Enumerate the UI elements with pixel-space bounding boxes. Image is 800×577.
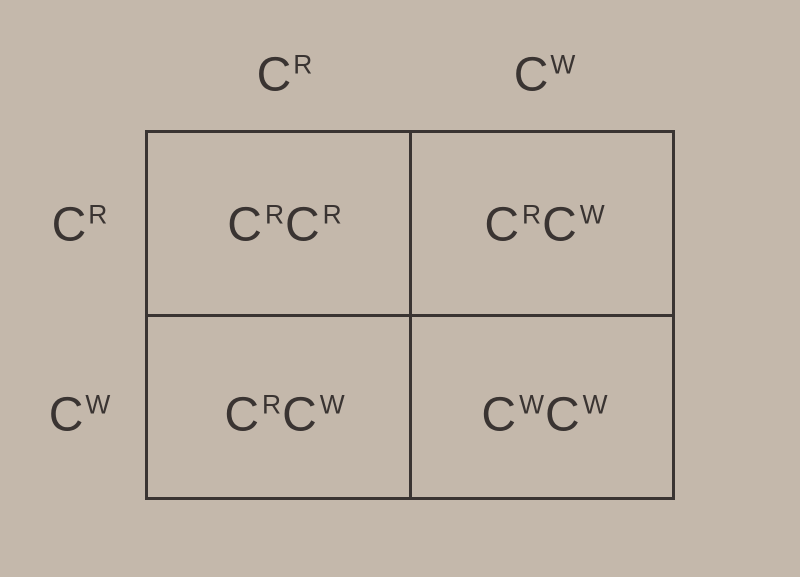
cell-0-0-a-base: C <box>227 199 263 252</box>
col-header-2: CW <box>514 48 577 103</box>
row-header-2: CW <box>49 388 112 443</box>
col-header-1-base: C <box>257 49 292 102</box>
col-header-2-base: C <box>514 49 549 102</box>
cell-1-0-a-base: C <box>224 389 260 442</box>
cell-1-1-a-sup: W <box>519 390 545 420</box>
col-header-1: CR <box>257 48 314 103</box>
cell-1-0-b-base: C <box>282 389 318 442</box>
cell-0-0-b-sup: R <box>323 200 343 230</box>
grid-mid-horizontal <box>145 314 675 317</box>
cell-1-1-a-base: C <box>481 389 517 442</box>
row-header-1-sup: R <box>88 200 108 230</box>
cell-1-1: CWCW <box>481 388 608 443</box>
cell-0-1-b-sup: W <box>580 200 606 230</box>
cell-1-0-b-sup: W <box>320 390 346 420</box>
cell-0-1: CRCW <box>484 198 605 253</box>
cell-0-1-b-base: C <box>542 199 578 252</box>
row-header-1: CR <box>52 198 109 253</box>
cell-0-0-a-sup: R <box>265 200 285 230</box>
cell-1-0-a-sup: R <box>262 390 282 420</box>
row-header-2-sup: W <box>85 390 111 420</box>
cell-1-1-b-sup: W <box>583 390 609 420</box>
cell-1-1-b-base: C <box>545 389 581 442</box>
cell-0-0: CRCR <box>227 198 342 253</box>
col-header-2-sup: W <box>550 50 576 80</box>
cell-0-1-a-sup: R <box>522 200 542 230</box>
cell-0-0-b-base: C <box>285 199 321 252</box>
punnett-square-figure: CR CW CR CW CRCR CRCW CRCW CWCW <box>0 0 800 577</box>
grid <box>145 130 675 500</box>
row-header-2-base: C <box>49 389 84 442</box>
cell-0-1-a-base: C <box>484 199 520 252</box>
col-header-1-sup: R <box>293 50 313 80</box>
row-header-1-base: C <box>52 199 87 252</box>
cell-1-0: CRCW <box>224 388 345 443</box>
